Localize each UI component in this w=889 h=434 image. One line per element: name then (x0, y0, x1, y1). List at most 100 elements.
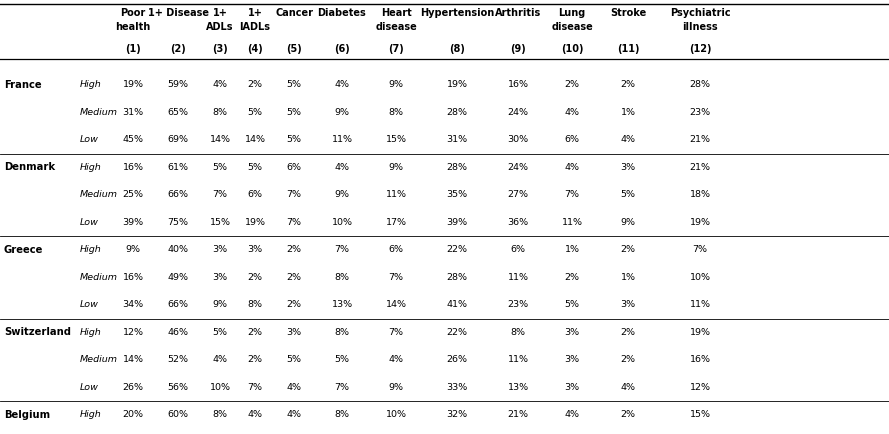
Text: 8%: 8% (334, 327, 349, 336)
Text: 9%: 9% (125, 245, 140, 253)
Text: 16%: 16% (690, 355, 710, 363)
Text: 32%: 32% (446, 409, 468, 418)
Text: 16%: 16% (123, 272, 143, 281)
Text: Low: Low (80, 217, 99, 226)
Text: health: health (116, 22, 150, 32)
Text: 9%: 9% (334, 108, 349, 116)
Text: 9%: 9% (388, 382, 404, 391)
Text: 2%: 2% (621, 327, 636, 336)
Text: 3%: 3% (565, 327, 580, 336)
Text: 59%: 59% (167, 80, 188, 89)
Text: 25%: 25% (123, 190, 143, 199)
Text: 12%: 12% (123, 327, 143, 336)
Text: 11%: 11% (386, 190, 406, 199)
Text: 15%: 15% (690, 409, 710, 418)
Text: 4%: 4% (565, 409, 580, 418)
Text: (6): (6) (334, 44, 350, 54)
Text: Low: Low (80, 299, 99, 309)
Text: 3%: 3% (621, 162, 636, 171)
Text: 23%: 23% (508, 299, 529, 309)
Text: (1): (1) (125, 44, 140, 54)
Text: 1+ Disease: 1+ Disease (148, 8, 209, 18)
Text: Lung: Lung (558, 8, 586, 18)
Text: 26%: 26% (123, 382, 143, 391)
Text: 13%: 13% (332, 299, 353, 309)
Text: 27%: 27% (508, 190, 528, 199)
Text: High: High (80, 80, 101, 89)
Text: 24%: 24% (508, 108, 528, 116)
Text: (5): (5) (286, 44, 302, 54)
Text: 5%: 5% (334, 355, 349, 363)
Text: 3%: 3% (565, 382, 580, 391)
Text: 11%: 11% (508, 355, 528, 363)
Text: 5%: 5% (565, 299, 580, 309)
Text: 3%: 3% (247, 245, 262, 253)
Text: 23%: 23% (690, 108, 710, 116)
Text: (8): (8) (449, 44, 465, 54)
Text: 6%: 6% (565, 135, 580, 144)
Text: 2%: 2% (286, 299, 301, 309)
Text: 30%: 30% (508, 135, 529, 144)
Text: 19%: 19% (244, 217, 266, 226)
Text: 16%: 16% (123, 162, 143, 171)
Text: 12%: 12% (690, 382, 710, 391)
Text: 1+: 1+ (247, 8, 262, 18)
Text: 13%: 13% (508, 382, 529, 391)
Text: 11%: 11% (562, 217, 582, 226)
Text: 56%: 56% (167, 382, 188, 391)
Text: 9%: 9% (388, 162, 404, 171)
Text: 2%: 2% (247, 80, 262, 89)
Text: Diabetes: Diabetes (317, 8, 366, 18)
Text: 15%: 15% (210, 217, 230, 226)
Text: 8%: 8% (510, 327, 525, 336)
Text: High: High (80, 245, 101, 253)
Text: Stroke: Stroke (610, 8, 646, 18)
Text: Heart: Heart (380, 8, 412, 18)
Text: 2%: 2% (621, 245, 636, 253)
Text: Arthritis: Arthritis (495, 8, 541, 18)
Text: 2%: 2% (621, 355, 636, 363)
Text: 35%: 35% (446, 190, 468, 199)
Text: 4%: 4% (334, 162, 349, 171)
Text: 8%: 8% (334, 409, 349, 418)
Text: 6%: 6% (286, 162, 301, 171)
Text: 6%: 6% (247, 190, 262, 199)
Text: 3%: 3% (212, 272, 228, 281)
Text: 7%: 7% (388, 327, 404, 336)
Text: (7): (7) (388, 44, 404, 54)
Text: Hypertension: Hypertension (420, 8, 494, 18)
Text: 7%: 7% (286, 190, 301, 199)
Text: 20%: 20% (123, 409, 143, 418)
Text: Medium: Medium (80, 108, 118, 116)
Text: 3%: 3% (565, 355, 580, 363)
Text: 9%: 9% (388, 80, 404, 89)
Text: 4%: 4% (247, 409, 262, 418)
Text: France: France (4, 79, 42, 89)
Text: 2%: 2% (565, 272, 580, 281)
Text: 60%: 60% (167, 409, 188, 418)
Text: (11): (11) (617, 44, 639, 54)
Text: 5%: 5% (286, 355, 301, 363)
Text: 4%: 4% (286, 409, 301, 418)
Text: 4%: 4% (565, 108, 580, 116)
Text: 5%: 5% (247, 108, 262, 116)
Text: 14%: 14% (210, 135, 230, 144)
Text: 39%: 39% (446, 217, 468, 226)
Text: 5%: 5% (247, 162, 262, 171)
Text: 5%: 5% (212, 162, 228, 171)
Text: Low: Low (80, 135, 99, 144)
Text: 5%: 5% (286, 80, 301, 89)
Text: 49%: 49% (167, 272, 188, 281)
Text: 10%: 10% (332, 217, 353, 226)
Text: 17%: 17% (386, 217, 406, 226)
Text: 34%: 34% (123, 299, 143, 309)
Text: 3%: 3% (212, 245, 228, 253)
Text: 5%: 5% (286, 135, 301, 144)
Text: Medium: Medium (80, 272, 118, 281)
Text: 3%: 3% (621, 299, 636, 309)
Text: 15%: 15% (386, 135, 406, 144)
Text: 75%: 75% (167, 217, 188, 226)
Text: Cancer: Cancer (275, 8, 313, 18)
Text: 2%: 2% (286, 272, 301, 281)
Text: 28%: 28% (446, 272, 468, 281)
